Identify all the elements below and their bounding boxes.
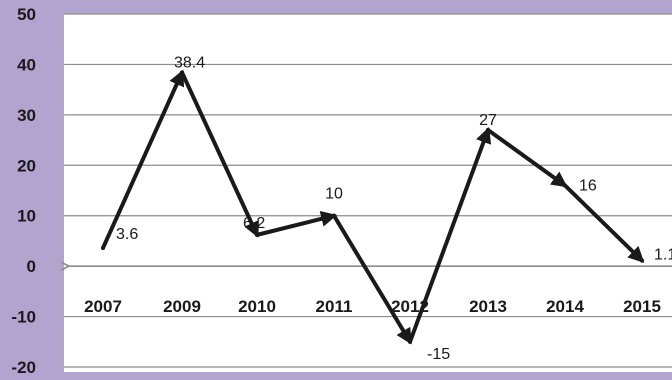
x-tick-label: 2010	[238, 297, 276, 316]
data-label: 16	[579, 177, 597, 194]
x-tick-label: 2015	[623, 297, 661, 316]
data-point	[101, 245, 105, 250]
y-tick-label: 50	[17, 5, 36, 24]
data-point	[332, 213, 336, 218]
x-tick-label: 2014	[546, 297, 584, 316]
line-segment	[101, 69, 185, 250]
x-axis-tick-labels: 2007 2009 2010 2011 2012 2013 2014 2015	[84, 297, 661, 316]
data-label: 38.4	[174, 54, 205, 71]
line-segment	[255, 211, 338, 237]
line-segment	[180, 70, 259, 238]
y-tick-label: 10	[17, 207, 36, 226]
data-point	[640, 258, 644, 263]
x-tick-label: 2013	[469, 297, 507, 316]
y-tick-label: 0	[27, 257, 36, 276]
data-point	[255, 232, 259, 237]
line-segment	[332, 213, 412, 345]
gridlines	[64, 13, 672, 368]
data-label: 1.1	[654, 247, 672, 264]
y-tick-label: 30	[17, 106, 36, 125]
x-tick-label: 2007	[84, 297, 122, 316]
line-segment	[563, 183, 645, 263]
data-point	[563, 183, 567, 188]
data-label: 6.2	[243, 215, 265, 232]
x-tick-label: 2011	[316, 297, 353, 316]
y-tick-label: -10	[11, 308, 36, 327]
data-point	[408, 339, 412, 344]
data-label: 27	[479, 112, 497, 129]
data-point	[180, 70, 184, 75]
data-point	[486, 127, 490, 132]
data-label: -15	[427, 346, 450, 363]
data-label: 10	[325, 186, 343, 203]
y-tick-label: 40	[17, 55, 36, 74]
data-label: 3.6	[116, 226, 138, 243]
x-tick-label: 2009	[163, 297, 201, 316]
y-tick-label: -20	[11, 358, 36, 377]
y-axis-tick-labels: -20 -10 0 10 20 30 40 50	[11, 5, 36, 377]
line-segment	[408, 126, 492, 344]
y-tick-label: 20	[17, 156, 36, 175]
series-line	[101, 69, 645, 345]
data-labels: 3.6 38.4 6.2 10 -15 27 16 1.1	[116, 54, 672, 362]
line-segment	[486, 127, 568, 188]
